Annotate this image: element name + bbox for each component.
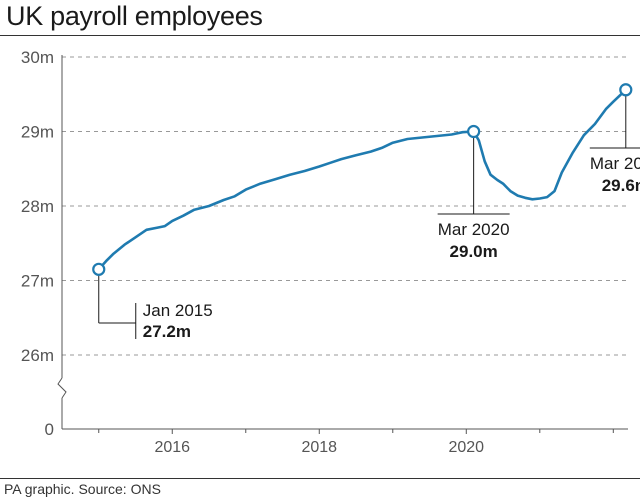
title-divider bbox=[0, 35, 640, 36]
annotation-value-0: 27.2m bbox=[143, 322, 191, 341]
x-tick-label-2020: 2020 bbox=[448, 439, 484, 456]
y-tick-label-26m: 26m bbox=[21, 346, 54, 365]
annotation-date-1: Mar 2020 bbox=[438, 220, 510, 239]
y-tick-label-0: 0 bbox=[45, 420, 54, 439]
footer-divider bbox=[0, 478, 640, 479]
y-tick-label-30m: 30m bbox=[21, 48, 54, 67]
annotation-value-2: 29.6m bbox=[602, 176, 640, 195]
y-tick-label-27m: 27m bbox=[21, 272, 54, 291]
annotation-date-0: Jan 2015 bbox=[143, 301, 213, 320]
y-tick-label-29m: 29m bbox=[21, 123, 54, 142]
x-tick-label-2016: 2016 bbox=[154, 439, 190, 456]
chart-title: UK payroll employees bbox=[6, 1, 263, 31]
annotation-marker-2 bbox=[619, 83, 633, 97]
x-tick-label-2018: 2018 bbox=[301, 439, 337, 456]
source-credit: PA graphic. Source: ONS bbox=[4, 481, 161, 497]
annotation-value-1: 29.0m bbox=[450, 242, 498, 261]
annotation-marker-1 bbox=[467, 124, 481, 139]
annotation-marker-0 bbox=[92, 262, 106, 276]
y-tick-label-28m: 28m bbox=[21, 197, 54, 216]
y-axis-break bbox=[57, 377, 67, 399]
series-line-0 bbox=[97, 88, 628, 271]
annotation-date-2: Mar 2022 bbox=[590, 154, 640, 173]
